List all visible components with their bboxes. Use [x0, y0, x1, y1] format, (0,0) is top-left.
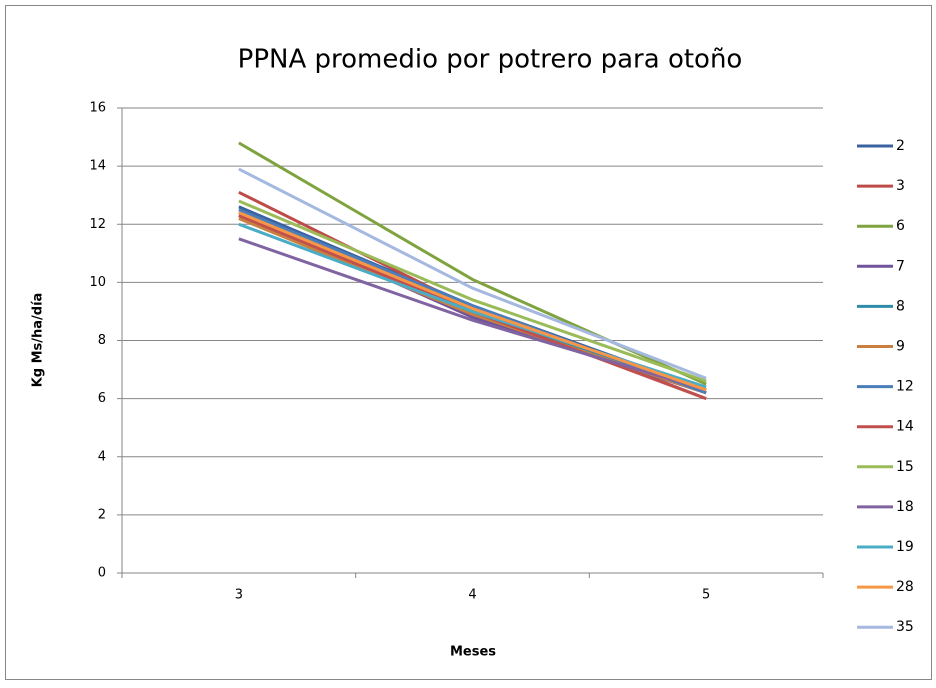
y-tick-label: 0 [98, 566, 106, 581]
y-tick-label: 12 [89, 217, 106, 232]
legend-label: 7 [896, 258, 905, 274]
legend-label: 14 [896, 419, 914, 435]
y-tick-label: 2 [98, 507, 106, 522]
legend-label: 3 [896, 178, 905, 194]
y-tick-label: 4 [98, 449, 106, 464]
x-tick-label: 3 [235, 588, 243, 603]
legend-label: 28 [896, 579, 914, 595]
y-tick-label: 6 [98, 391, 106, 406]
x-axis-label: Meses [450, 645, 496, 660]
x-tick-label: 4 [468, 588, 476, 603]
series-line [238, 199, 707, 383]
y-axis-label: Kg Ms/ha/día [31, 293, 46, 388]
legend-label: 6 [896, 218, 905, 234]
y-tick-label: 16 [89, 101, 106, 116]
chart-title: PPNA promedio por potrero para otoño [238, 45, 743, 75]
y-tick-label: 14 [89, 159, 106, 174]
series-line [238, 167, 707, 380]
y-tick-label: 10 [89, 275, 106, 290]
series-line [238, 237, 707, 392]
legend-label: 15 [896, 459, 914, 475]
legend-label: 19 [896, 539, 914, 555]
y-tick-label: 8 [98, 333, 106, 348]
x-tick-label: 5 [702, 588, 710, 603]
legend-label: 2 [896, 138, 905, 154]
legend-label: 18 [896, 499, 914, 515]
chart-border [5, 5, 932, 680]
legend-label: 9 [896, 339, 905, 355]
legend-label: 8 [896, 298, 905, 314]
series-line [238, 211, 707, 392]
legend-label: 35 [896, 619, 914, 635]
legend-label: 12 [896, 379, 914, 395]
